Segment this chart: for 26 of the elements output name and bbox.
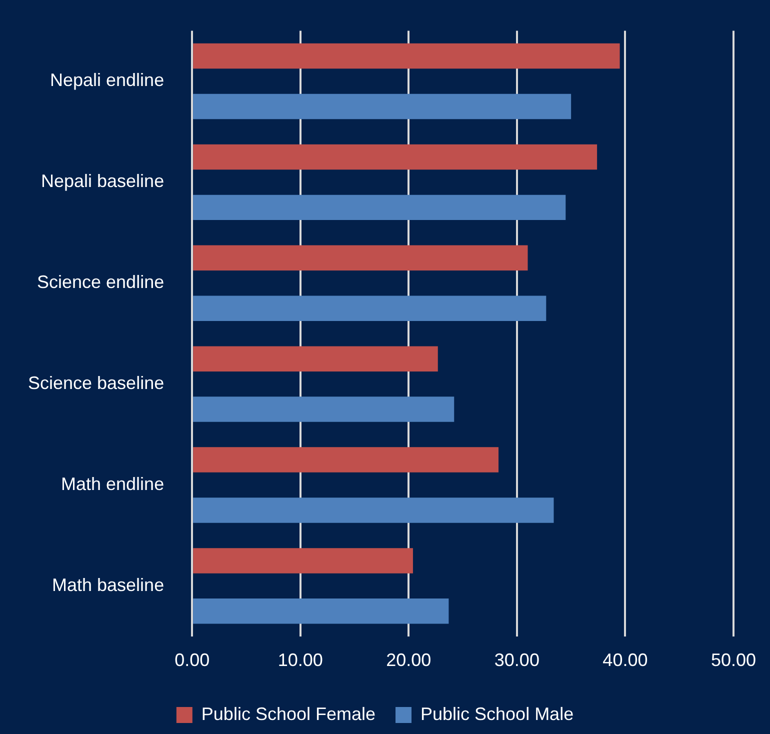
- y-tick-label: Science baseline: [28, 373, 164, 394]
- bar: [193, 598, 449, 624]
- x-tick-label: 40.00: [602, 650, 648, 670]
- legend-label: Public School Female: [201, 704, 376, 724]
- legend-label: Public School Male: [420, 704, 574, 724]
- y-tick-label: Math endline: [61, 474, 164, 494]
- bar: [193, 447, 499, 472]
- bar: [193, 498, 554, 523]
- x-tick-label: 10.00: [278, 650, 323, 670]
- bar: [193, 396, 454, 422]
- y-tick-label: Nepali baseline: [40, 171, 164, 192]
- bar: [193, 296, 546, 321]
- bar: [193, 43, 620, 69]
- bar: [193, 245, 528, 271]
- bar: [193, 94, 572, 120]
- x-tick-label: 30.00: [494, 650, 540, 670]
- bar: [193, 548, 413, 574]
- x-tick-label: 0.00: [174, 650, 210, 670]
- bar: [193, 346, 438, 372]
- x-tick-label: 50.00: [710, 650, 756, 670]
- bar: [193, 144, 598, 170]
- y-tick-label: Nepali endline: [50, 70, 164, 90]
- y-tick-label: Math baseline: [52, 574, 164, 595]
- y-tick-label: Science endline: [36, 272, 164, 292]
- x-tick-label: 20.00: [386, 650, 432, 670]
- bar: [193, 194, 566, 220]
